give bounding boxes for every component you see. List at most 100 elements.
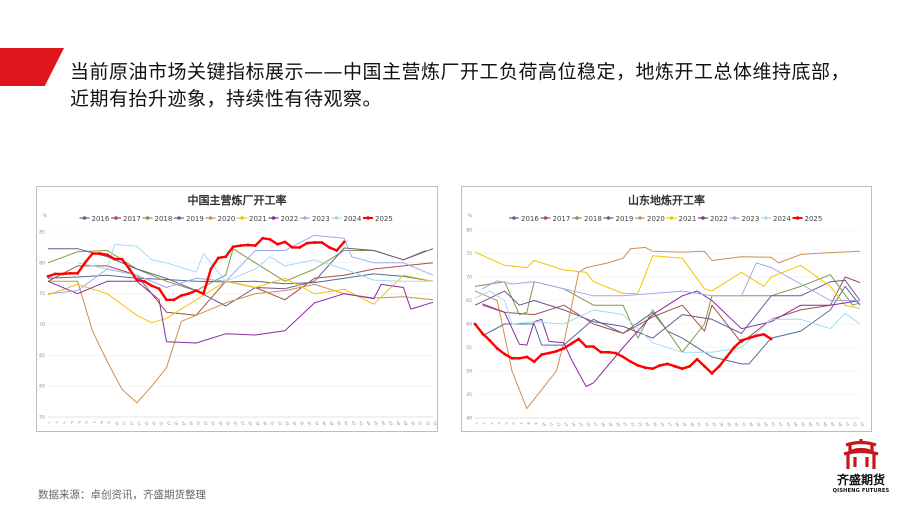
legend-marker bbox=[240, 216, 244, 220]
data-point bbox=[172, 298, 176, 302]
x-tick-label: 23 bbox=[637, 422, 643, 428]
legend-label: 2020 bbox=[647, 215, 665, 223]
x-tick-label: 40 bbox=[336, 421, 342, 427]
x-tick-label: 28 bbox=[247, 421, 253, 427]
x-tick-label: 23 bbox=[210, 421, 216, 427]
legend-label: 2018 bbox=[584, 215, 602, 223]
data-point bbox=[120, 257, 124, 261]
data-point bbox=[320, 241, 324, 244]
legend-label: 2022 bbox=[281, 215, 299, 223]
legend-marker bbox=[606, 216, 611, 220]
legend-label: 2020 bbox=[218, 215, 236, 223]
data-point bbox=[725, 355, 729, 359]
x-tick-label: 1 bbox=[474, 422, 479, 426]
legend-marker bbox=[795, 216, 800, 220]
data-point bbox=[481, 332, 484, 335]
x-tick-label: 53 bbox=[859, 422, 865, 428]
data-point bbox=[740, 339, 743, 342]
x-tick-label: 27 bbox=[667, 422, 673, 428]
data-point bbox=[577, 337, 581, 341]
data-point bbox=[621, 355, 625, 359]
x-tick-label: 22 bbox=[630, 422, 636, 428]
x-tick-label: 28 bbox=[674, 422, 680, 428]
x-tick-label: 44 bbox=[792, 422, 798, 429]
data-point bbox=[703, 364, 706, 368]
y-tick-label: 45 bbox=[466, 392, 472, 398]
data-point bbox=[532, 360, 536, 363]
data-point bbox=[61, 272, 65, 276]
x-tick-label: 2 bbox=[482, 422, 487, 426]
legend-item-2020: 2020 bbox=[205, 215, 236, 223]
x-tick-label: 32 bbox=[277, 421, 283, 427]
series-2019 bbox=[48, 247, 434, 307]
legend-item-2020: 2020 bbox=[635, 215, 665, 223]
x-tick-label: 32 bbox=[704, 422, 710, 428]
x-tick-label: 31 bbox=[269, 421, 275, 427]
x-tick-label: 51 bbox=[417, 421, 423, 427]
legend-marker bbox=[303, 216, 307, 220]
data-point bbox=[562, 347, 566, 350]
legend-item-2025: 2025 bbox=[792, 215, 822, 223]
x-tick-label: 24 bbox=[217, 421, 223, 428]
x-tick-label: 25 bbox=[225, 421, 231, 427]
series-line-2017 bbox=[482, 276, 861, 344]
data-point bbox=[651, 367, 655, 371]
x-tick-label: 49 bbox=[830, 422, 836, 428]
data-point bbox=[276, 242, 279, 246]
data-point bbox=[283, 240, 287, 244]
data-point bbox=[710, 371, 714, 375]
series-2017 bbox=[482, 276, 861, 344]
legend-marker bbox=[764, 216, 768, 220]
chart-main-refinery-utilization: 中国主营炼厂开工率% 2016 2017 2018 2019 2020 2021 2022 20… bbox=[36, 186, 438, 432]
data-point bbox=[46, 275, 50, 278]
slide-title: 当前原油市场关键指标展示——中国主营炼厂开工负荷高位稳定，地炼开工总体维持底部，… bbox=[70, 61, 851, 110]
title-accent-bar bbox=[0, 48, 64, 86]
data-point bbox=[290, 246, 294, 249]
x-tick-label: 41 bbox=[770, 422, 776, 428]
logo-emblem-icon bbox=[843, 439, 879, 469]
data-point bbox=[680, 367, 684, 371]
x-tick-label: 42 bbox=[778, 422, 784, 428]
chart-svg: 山东地炼开工率% 2016 2017 2018 2019 2020 2021 2022 2023… bbox=[466, 193, 865, 429]
series-line-2016 bbox=[47, 273, 434, 285]
x-tick-label: 38 bbox=[321, 421, 327, 427]
x-tick-label: 37 bbox=[741, 422, 747, 428]
data-point bbox=[209, 267, 213, 271]
y-tick-label: 60 bbox=[466, 322, 472, 328]
series-line-2016 bbox=[482, 285, 861, 365]
y-tick-label: 80 bbox=[466, 228, 472, 234]
series-line-2020 bbox=[474, 246, 861, 410]
data-point bbox=[754, 334, 758, 338]
legend-marker bbox=[669, 216, 674, 220]
data-point bbox=[231, 245, 235, 249]
legend-item-2022: 2022 bbox=[698, 215, 728, 223]
data-point bbox=[643, 366, 647, 370]
series-2018 bbox=[474, 274, 861, 353]
x-tick-label: 17 bbox=[166, 421, 172, 427]
data-point bbox=[313, 241, 316, 244]
legend-item-2017: 2017 bbox=[540, 215, 570, 223]
x-tick-label: 48 bbox=[395, 421, 401, 427]
x-tick-label: 17 bbox=[593, 422, 599, 428]
legend-marker bbox=[543, 216, 548, 220]
legend-marker bbox=[82, 216, 87, 220]
x-tick-label: 7 bbox=[519, 422, 524, 426]
data-source-note: 数据来源：卓创资讯，齐盛期货整理 bbox=[38, 489, 206, 501]
x-tick-label: 44 bbox=[365, 421, 371, 428]
data-point bbox=[717, 364, 721, 368]
data-point bbox=[688, 364, 692, 368]
legend-label: 2024 bbox=[344, 215, 362, 223]
x-tick-label: 50 bbox=[410, 421, 416, 427]
chart-shandong-refinery-utilization: 山东地炼开工率% 2016 2017 2018 2019 2020 2021 2022 2023… bbox=[461, 186, 872, 432]
y-tick-label: 65 bbox=[39, 353, 45, 359]
data-point bbox=[135, 278, 139, 282]
legend-label: 2016 bbox=[92, 215, 110, 223]
company-logo: 齐盛期货 QISHENG FUTURES bbox=[828, 437, 894, 499]
series-2022 bbox=[482, 290, 861, 387]
data-point bbox=[525, 355, 529, 359]
legend-item-2024: 2024 bbox=[331, 215, 362, 223]
legend-item-2024: 2024 bbox=[761, 215, 791, 223]
y-axis-unit: % bbox=[468, 213, 472, 218]
legend-marker bbox=[701, 216, 705, 220]
x-tick-label: 21 bbox=[622, 422, 628, 428]
